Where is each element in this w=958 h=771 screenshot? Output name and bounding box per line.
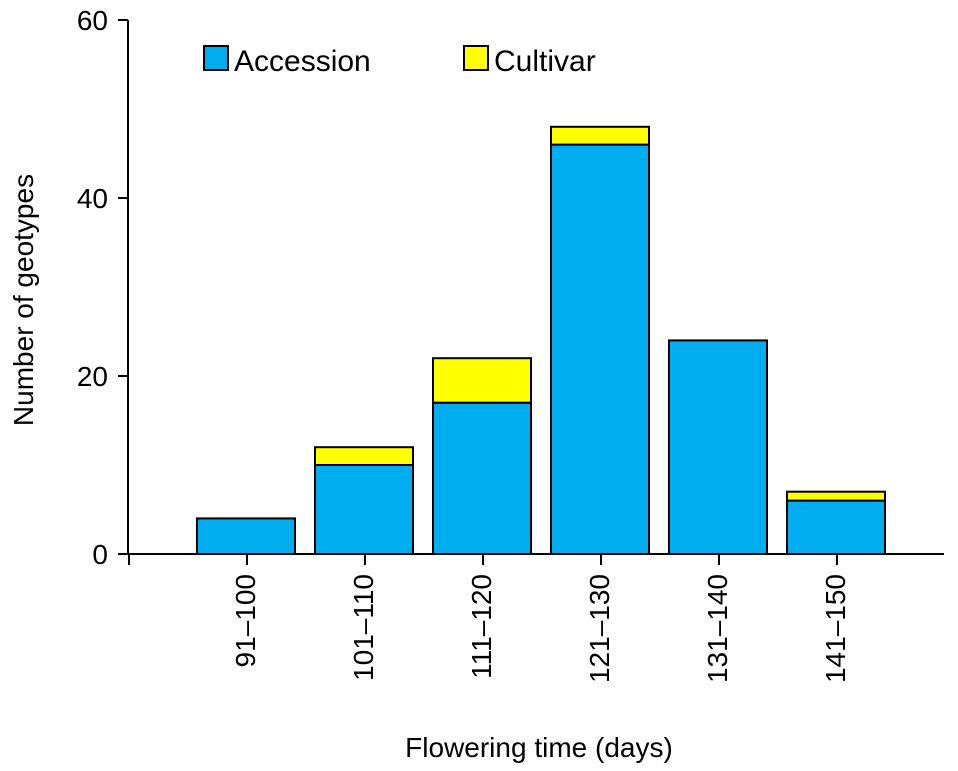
legend-swatch-accession — [203, 45, 229, 71]
x-tick-label: 111–120 — [466, 574, 497, 679]
y-tick-label: 40 — [77, 183, 108, 214]
bar-cultivar-1 — [314, 446, 414, 467]
legend-label-accession: Accession — [234, 45, 371, 78]
axes-group: 0 20 40 60 91–100 101–110 111–120 121–130 131–14… — [77, 5, 944, 683]
x-tick-label: 131–140 — [702, 574, 733, 683]
bar-accession-0 — [196, 517, 296, 556]
x-axis-title: Flowering time (days) — [405, 732, 673, 763]
y-tick-label: 0 — [92, 539, 108, 570]
x-tick-label: 121–130 — [584, 574, 615, 683]
legend-swatch-cultivar — [463, 45, 489, 71]
y-tick-label: 60 — [77, 5, 108, 36]
bar-accession-1 — [314, 464, 414, 555]
bar-cultivar-5 — [786, 490, 886, 502]
x-tick-label: 141–150 — [820, 574, 851, 683]
y-axis-title: Number of geotypes — [8, 174, 39, 426]
bar-accession-5 — [786, 499, 886, 556]
x-tick-label: 101–110 — [348, 574, 379, 681]
bars-group — [196, 125, 886, 556]
bar-accession-3 — [550, 143, 650, 555]
bar-cultivar-2 — [432, 357, 532, 404]
y-tick-label: 20 — [77, 361, 108, 392]
bar-cultivar-3 — [550, 125, 650, 146]
legend-label-cultivar: Cultivar — [494, 45, 596, 78]
bar-accession-2 — [432, 401, 532, 556]
x-tick-label: 91–100 — [230, 574, 261, 667]
bar-accession-4 — [668, 339, 768, 555]
legend: Accession Cultivar — [203, 45, 596, 78]
